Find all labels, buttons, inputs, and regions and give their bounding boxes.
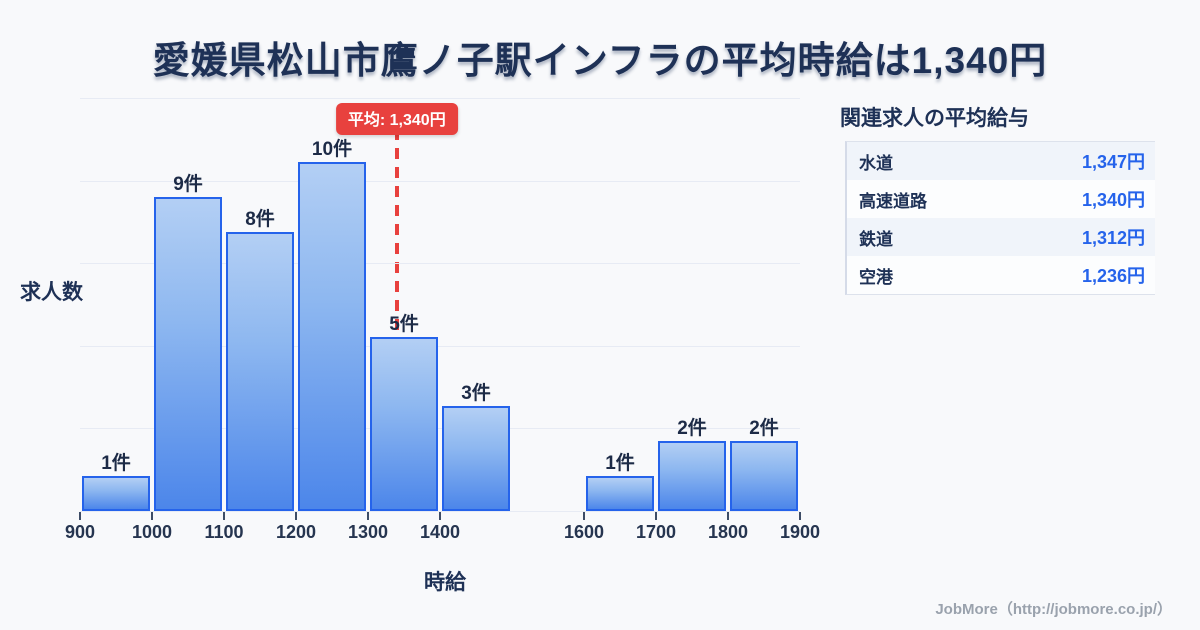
row-label: 鉄道 [859,229,893,249]
table-row: 鉄道 1,312円 [847,218,1155,256]
histogram-bar [370,336,438,511]
x-tick-label: 1400 [419,522,461,542]
bar-count-label: 10件 [311,139,353,160]
x-tick-mark [583,512,585,520]
row-value: 1,347円 [1081,152,1145,172]
row-label: 水道 [859,153,893,173]
row-label: 空港 [859,267,893,287]
average-badge: 平均: 1,340円 [335,103,458,135]
table-row: 空港 1,236円 [847,256,1155,294]
bar-count-label: 9件 [173,173,203,195]
x-tick-mark [439,512,441,520]
gridline [80,428,800,430]
page-title: 愛媛県松山市鷹ノ子駅インフラの平均時給は1,340円 [152,40,1048,81]
histogram-bar [154,196,222,511]
table-row: 高速道路 1,340円 [847,180,1155,218]
gridline [80,345,800,347]
x-tick-mark [151,512,153,520]
gridline [80,511,800,512]
histogram-bar [226,231,294,511]
histogram-plot: 平均: 1,340円 1件 9件 8件 10件 5件 3件 1件 2件 2件 900 1000 110… [65,98,820,542]
related-jobs-table: 水道 1,347円 高速道路 1,340円 鉄道 1,312円 空港 1,236… [845,141,1155,295]
x-tick-label: 1100 [204,522,244,542]
histogram-bar [298,162,366,511]
row-value: 1,312円 [1081,228,1145,248]
x-tick-label: 1300 [347,522,389,542]
row-label: 高速道路 [859,191,927,211]
gridline [80,98,800,99]
x-tick-label: 1200 [275,522,317,542]
bar-count-label: 1件 [101,453,131,475]
histogram-bar [442,406,510,511]
footer-credit: JobMore（http://jobmore.co.jp/） [935,601,1172,618]
x-tick-mark [367,512,369,520]
x-tick-mark [223,512,225,520]
bar-count-label: 3件 [461,383,491,405]
bar-count-label: 5件 [389,313,419,335]
x-tick-mark [655,512,657,520]
x-tick-label: 1900 [779,522,821,542]
gridline [80,263,800,265]
row-value: 1,236円 [1081,266,1145,286]
x-tick-mark [79,512,81,520]
x-tick-mark [799,512,801,520]
x-axis-label: 時給 [424,571,466,594]
histogram-bar [730,441,798,511]
bar-count-label: 8件 [245,208,275,230]
x-tick-label: 1000 [131,522,173,542]
histogram-bar [658,441,726,511]
x-tick-mark [295,512,297,520]
histogram-bar [586,476,654,511]
y-axis-label: 求人数 [20,281,83,304]
table-row: 水道 1,347円 [847,142,1155,180]
side-panel-heading: 関連求人の平均給与 [840,107,1029,130]
bar-count-label: 2件 [749,418,779,440]
row-value: 1,340円 [1081,190,1145,210]
x-tick-label: 900 [64,522,96,542]
bar-count-label: 1件 [605,453,635,475]
bar-count-label: 2件 [677,418,707,440]
x-tick-label: 1600 [563,522,605,542]
histogram-bar [82,476,150,511]
x-tick-label: 1800 [707,522,749,542]
x-tick-mark [727,512,729,520]
gridline [80,180,800,182]
x-tick-label: 1700 [635,522,677,542]
average-dashed-line [394,129,399,511]
